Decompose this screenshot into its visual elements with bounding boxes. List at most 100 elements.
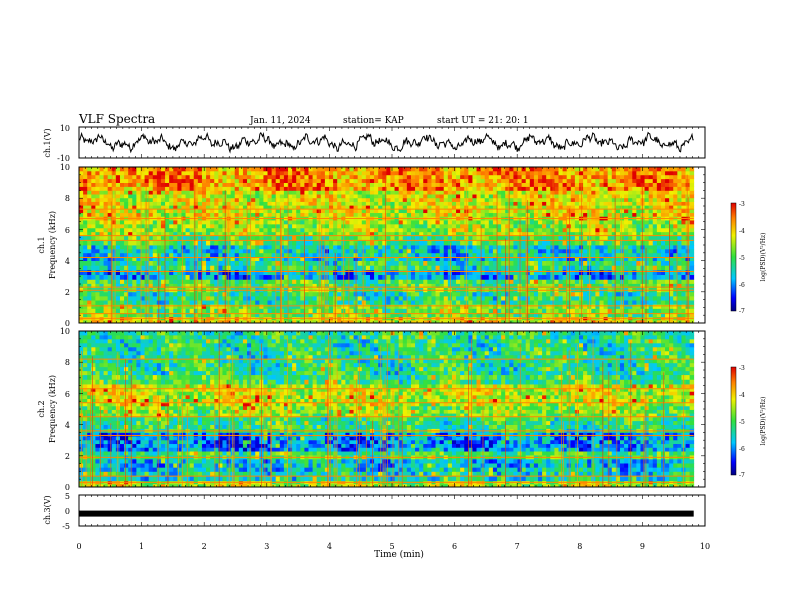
spectrogram-cell bbox=[394, 220, 400, 225]
spectrogram-cell bbox=[119, 279, 125, 284]
spectrogram-cell bbox=[386, 235, 391, 241]
spectrogram-cell bbox=[312, 274, 318, 280]
spectrogram-cell bbox=[107, 279, 113, 284]
spectrogram-cell bbox=[603, 283, 609, 289]
spectrogram-cell bbox=[685, 240, 691, 246]
spectrogram-cell bbox=[288, 248, 293, 254]
spectrogram-cell bbox=[447, 201, 453, 206]
spectrogram-cell bbox=[222, 319, 227, 323]
spectrogram-cell bbox=[501, 256, 506, 261]
spectrogram-cell bbox=[533, 220, 539, 225]
spectrogram-cell bbox=[136, 194, 141, 199]
spectrogram-cell bbox=[275, 220, 281, 225]
spectrogram-cell bbox=[79, 194, 84, 199]
spectrogram-cell bbox=[255, 256, 260, 261]
spectrogram-cell bbox=[394, 291, 400, 297]
spectrogram-cell bbox=[550, 252, 555, 258]
spectrogram-cell bbox=[538, 304, 543, 309]
spectrogram-cell bbox=[152, 274, 158, 280]
spectrogram-cell bbox=[427, 212, 432, 217]
spectrogram-cell bbox=[591, 312, 596, 318]
spectrogram-cell bbox=[460, 269, 465, 276]
spectrogram-cell bbox=[689, 245, 695, 250]
spectrogram-cell bbox=[402, 283, 408, 289]
spectrogram-cell bbox=[415, 312, 420, 318]
spectrogram-cell bbox=[685, 235, 691, 241]
spectrogram-cell bbox=[345, 260, 350, 266]
spectrogram-cell bbox=[296, 194, 301, 199]
spectrogram-cell bbox=[644, 240, 650, 246]
spectrogram-cell bbox=[87, 205, 92, 210]
spectrogram-cell bbox=[632, 283, 637, 289]
spectrogram-cell bbox=[521, 252, 527, 258]
spectrogram-cell bbox=[177, 245, 182, 250]
spectrogram-cell bbox=[259, 300, 264, 305]
spectrogram-cell bbox=[484, 308, 490, 313]
spectrogram-cell bbox=[226, 295, 232, 301]
spectrogram-cell bbox=[296, 295, 301, 301]
spectrogram-cell bbox=[554, 291, 559, 297]
spectrogram-cell bbox=[386, 295, 391, 301]
spectrogram-cell bbox=[456, 235, 461, 241]
spectrogram-cell bbox=[79, 279, 84, 284]
spectrogram-cell bbox=[435, 304, 441, 309]
spectrogram-cell bbox=[132, 248, 137, 254]
spectrogram-cell bbox=[529, 308, 535, 313]
spectrogram-cell bbox=[234, 295, 240, 301]
spectrogram-cell bbox=[660, 295, 666, 301]
spectrogram-cell bbox=[374, 319, 379, 323]
spectrogram-cell bbox=[529, 220, 535, 225]
spectrogram-cell bbox=[378, 220, 383, 225]
spectrogram-cell bbox=[480, 194, 486, 199]
spectrogram-cell bbox=[652, 291, 658, 297]
spectrogram-cell bbox=[480, 252, 486, 258]
spectrogram-cell bbox=[574, 235, 580, 241]
spectrogram-cell bbox=[378, 319, 383, 323]
spectrogram-cell bbox=[628, 269, 633, 276]
spectrogram-cell bbox=[538, 201, 543, 206]
spectrogram-cell bbox=[214, 248, 219, 254]
spectrogram-cell bbox=[497, 308, 502, 313]
spectrogram-cell bbox=[488, 279, 494, 284]
spectrogram-cell bbox=[558, 269, 563, 276]
spectrogram-cell bbox=[599, 279, 604, 284]
spectrogram-cell bbox=[349, 312, 354, 318]
spectrogram-cell bbox=[152, 312, 158, 318]
spectrogram-cell bbox=[578, 308, 584, 313]
spectrogram-cell bbox=[173, 279, 178, 284]
spectrogram-cell bbox=[583, 227, 588, 233]
spectrogram-cell bbox=[238, 235, 244, 241]
spectrogram-cell bbox=[308, 279, 313, 284]
spectrogram-cell bbox=[611, 308, 617, 313]
spectrogram-cell bbox=[554, 223, 559, 229]
spectrogram-cell bbox=[419, 295, 424, 301]
spectrogram-cell bbox=[517, 212, 523, 217]
spectrogram-cell bbox=[189, 197, 195, 202]
spectrogram-cell bbox=[189, 201, 195, 206]
spectrogram-cell bbox=[521, 208, 527, 214]
spectrogram-cell bbox=[435, 308, 441, 313]
spectrogram-cell bbox=[83, 220, 88, 225]
spectrogram-cell bbox=[558, 223, 563, 229]
spectrogram-cell bbox=[234, 274, 240, 280]
spectrogram-cell bbox=[615, 291, 621, 297]
spectrogram-cell bbox=[238, 227, 244, 233]
spectrogram-cell bbox=[361, 212, 367, 217]
spectrogram-cell bbox=[488, 252, 494, 258]
spectrogram-cell bbox=[242, 319, 248, 323]
spectrogram-cell bbox=[369, 223, 375, 229]
spectrogram-cell bbox=[566, 260, 572, 266]
spectrogram-cell bbox=[542, 201, 547, 206]
spectrogram-cell bbox=[267, 220, 273, 225]
spectrogram-cell bbox=[177, 197, 182, 202]
spectrogram-cell bbox=[624, 197, 629, 202]
spectrogram-cell bbox=[443, 197, 449, 202]
spectrogram-cell bbox=[148, 252, 154, 258]
spectrogram-cell bbox=[247, 223, 252, 229]
spectrogram-cell bbox=[542, 231, 547, 237]
spectrogram-cell bbox=[460, 245, 465, 250]
spectrogram-cell bbox=[394, 240, 400, 246]
spectrogram-cell bbox=[472, 283, 477, 289]
spectrogram-cell bbox=[443, 227, 449, 233]
spectrogram-cell bbox=[296, 304, 301, 309]
